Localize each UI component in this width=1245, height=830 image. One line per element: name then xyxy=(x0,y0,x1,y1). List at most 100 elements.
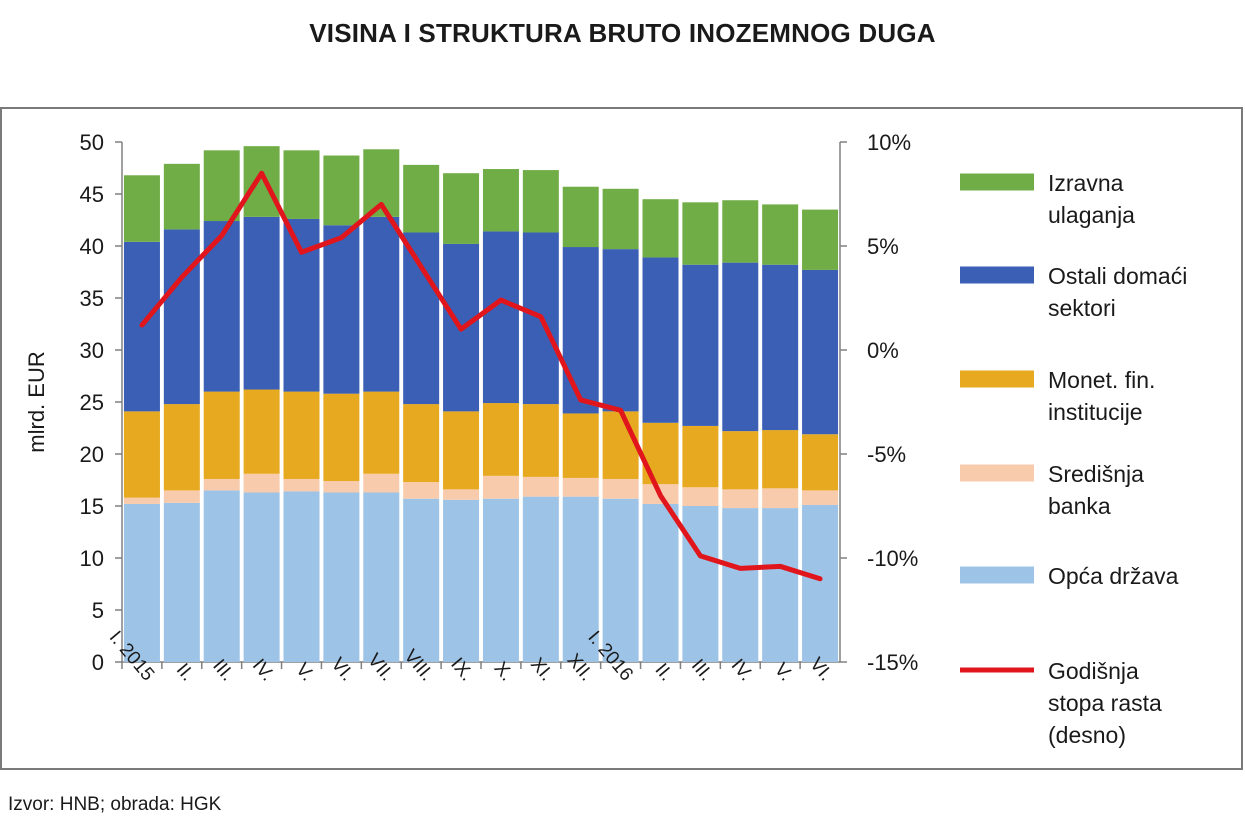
bar-segment xyxy=(363,216,400,392)
bar-segment xyxy=(562,413,599,478)
bar-segment xyxy=(722,200,759,263)
chart-svg: 0 5 10 15 20 25 30 35 40 45 50 -15% -10% -5% 0% 5% 10% ml… xyxy=(24,130,1187,748)
x-tick-label: II. xyxy=(172,660,198,686)
legend-label: (desno) xyxy=(1048,722,1126,748)
bar-segment xyxy=(123,497,160,504)
bar-segment xyxy=(163,502,200,662)
x-tick-label: II. xyxy=(650,660,676,686)
legend-label: banka xyxy=(1048,493,1111,519)
bar-segment xyxy=(562,477,599,497)
bar-segment xyxy=(323,492,360,662)
bar-segment xyxy=(363,492,400,662)
bar-segment xyxy=(762,508,799,662)
bar-segment xyxy=(363,391,400,474)
bar-segment xyxy=(722,262,759,432)
bar-segment xyxy=(403,232,440,405)
bar-segment xyxy=(762,204,799,265)
bar-segment xyxy=(682,264,719,426)
legend-label: sektori xyxy=(1048,295,1116,321)
y-axis-title: mlrd. EUR xyxy=(24,351,49,452)
y2-tick-label: 10% xyxy=(867,130,911,155)
bar-segment xyxy=(283,150,320,219)
bar-segment xyxy=(682,425,719,488)
bar-segment xyxy=(443,489,480,500)
bar-segment xyxy=(482,231,519,404)
bar-segment xyxy=(203,478,240,491)
bar-segment xyxy=(562,186,599,248)
bar-segment xyxy=(562,247,599,414)
bar-segment xyxy=(802,490,839,505)
bar-segment xyxy=(163,490,200,503)
bar-segment xyxy=(403,164,440,233)
bar-segment xyxy=(642,422,679,485)
legend-label: stopa rasta xyxy=(1048,690,1162,716)
bar-segment xyxy=(443,173,480,244)
bar-segment xyxy=(602,478,639,499)
bar-segment xyxy=(722,508,759,662)
x-tick-label: V. xyxy=(291,659,318,685)
bar-segment xyxy=(443,411,480,490)
bar-segment xyxy=(482,169,519,232)
legend-label: Opća država xyxy=(1048,563,1179,589)
bar-segment xyxy=(522,496,559,662)
bar-segment xyxy=(762,430,799,489)
legend-label: Izravna xyxy=(1048,170,1124,196)
bar-segment xyxy=(163,229,200,405)
bar-segment xyxy=(323,225,360,394)
legend-swatch xyxy=(960,464,1034,482)
bar-segment xyxy=(802,504,839,662)
bar-segment xyxy=(283,218,320,392)
y2-tick-label: -10% xyxy=(867,546,918,571)
legend-label: ulaganja xyxy=(1048,202,1135,228)
bar-segment xyxy=(283,491,320,662)
y-tick-label: 20 xyxy=(80,442,104,467)
legend-swatch xyxy=(960,566,1034,584)
legend-label: Godišnja xyxy=(1048,658,1139,684)
bar-segment xyxy=(482,475,519,499)
legend-label: Ostali domaći xyxy=(1048,263,1187,289)
bar-segment xyxy=(602,188,639,250)
bar-segment xyxy=(203,391,240,479)
legend-swatch xyxy=(960,173,1034,191)
bar-segment xyxy=(522,404,559,477)
bar-segment xyxy=(602,411,639,479)
x-tick-label: V. xyxy=(770,659,797,685)
y-tick-label: 5 xyxy=(92,598,104,623)
bar-segment xyxy=(203,150,240,222)
bar-segment xyxy=(762,264,799,431)
bar-segment xyxy=(243,473,280,493)
y-tick-label: 40 xyxy=(80,234,104,259)
y-tick-label: 0 xyxy=(92,650,104,675)
bar-segment xyxy=(123,175,160,242)
bar-segment xyxy=(642,503,679,662)
bar-segment xyxy=(363,473,400,493)
y-tick-label: 30 xyxy=(80,338,104,363)
legend-label: Monet. fin. xyxy=(1048,367,1155,393)
bar-segment xyxy=(642,257,679,423)
bar-segment xyxy=(482,498,519,662)
bar-segment xyxy=(762,488,799,509)
legend-swatch xyxy=(960,370,1034,388)
y2-tick-label: 5% xyxy=(867,234,899,259)
y-tick-label: 35 xyxy=(80,286,104,311)
bar-segment xyxy=(123,411,160,498)
bar-segment xyxy=(403,482,440,499)
bar-segment xyxy=(722,431,759,490)
bar-segment xyxy=(522,476,559,497)
bar-segment xyxy=(243,492,280,662)
bar-segment xyxy=(482,403,519,476)
y2-tick-label: -5% xyxy=(867,442,906,467)
chart-frame: 0 5 10 15 20 25 30 35 40 45 50 -15% -10% -5% 0% 5% 10% ml… xyxy=(0,107,1243,770)
bar-segment xyxy=(562,496,599,662)
legend-swatch xyxy=(960,266,1034,284)
bar-segment xyxy=(443,499,480,662)
bar-segment xyxy=(123,503,160,662)
bar-segment xyxy=(602,249,639,412)
bar-segment xyxy=(243,389,280,474)
bar-segment xyxy=(323,481,360,493)
bar-segment xyxy=(243,146,280,217)
bar-segment xyxy=(642,199,679,258)
bar-segment xyxy=(163,163,200,230)
bar-segment xyxy=(682,487,719,506)
growth-rate-line xyxy=(139,170,823,582)
